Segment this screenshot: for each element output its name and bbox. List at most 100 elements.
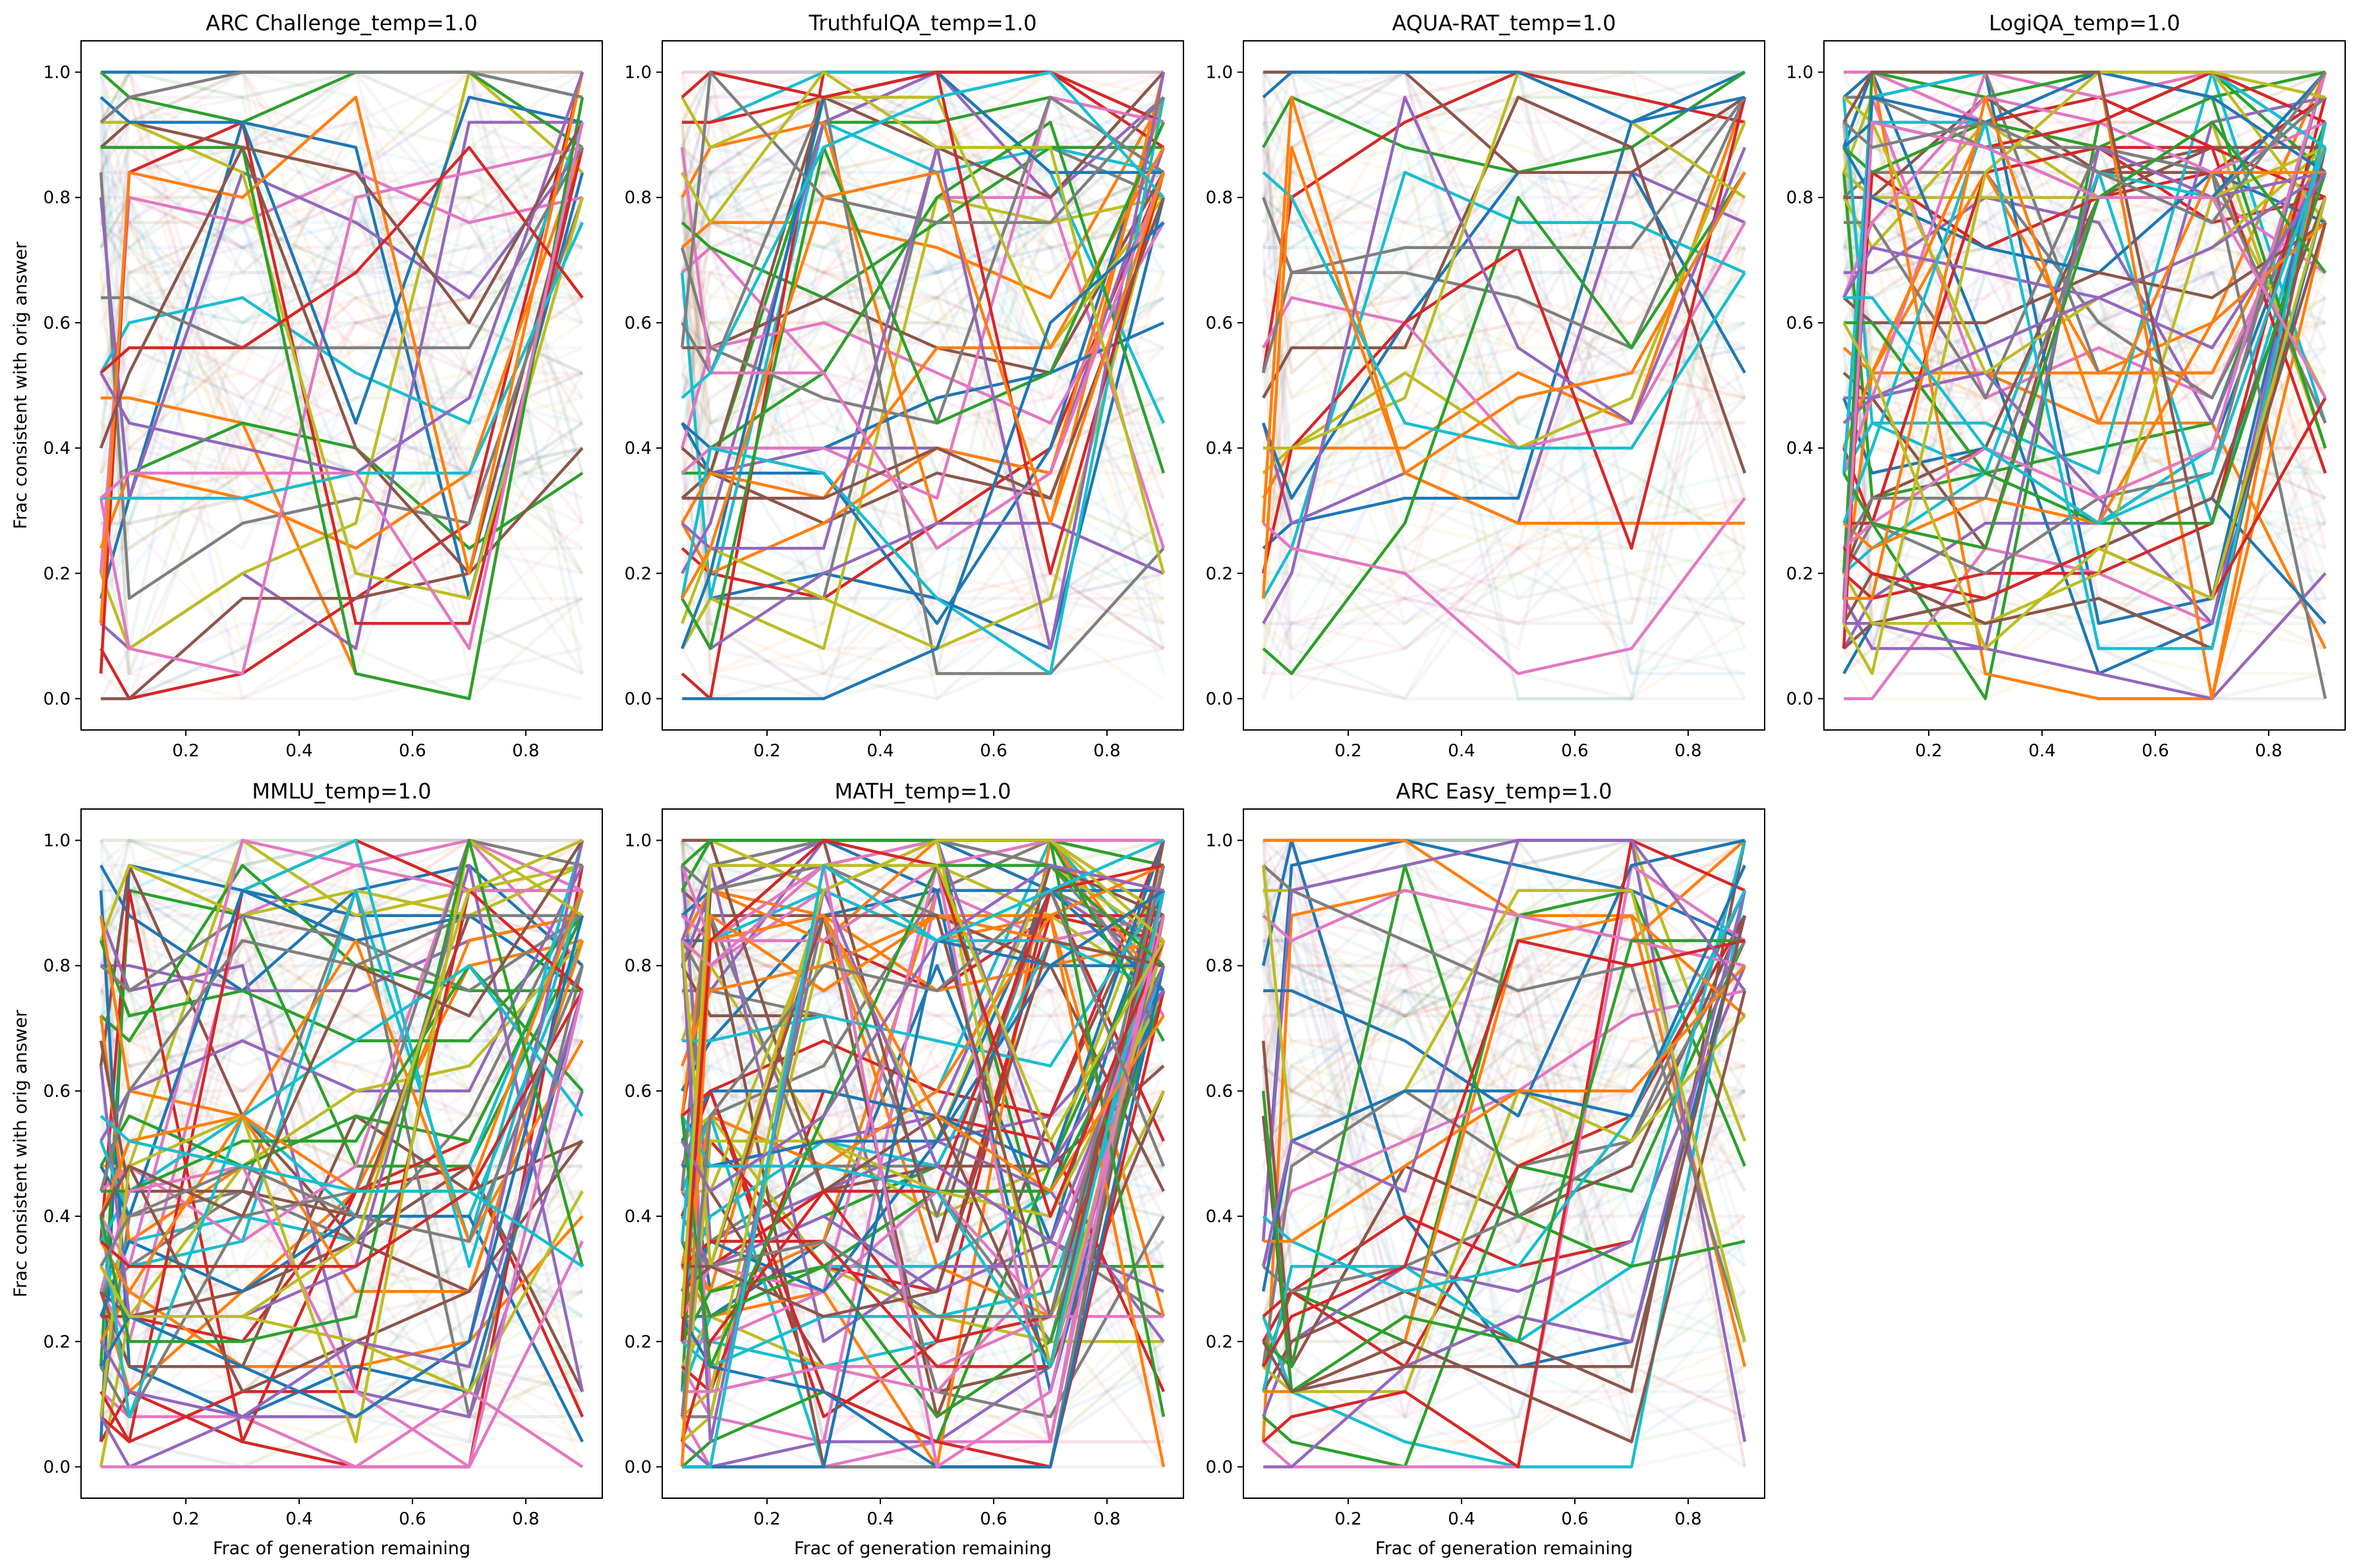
faint-series-line: [680, 271, 1166, 500]
faint-series-line: [99, 71, 583, 250]
x-tick-label: 0.4: [1448, 1509, 1475, 1529]
y-tick-label: 0.2: [625, 1332, 652, 1352]
y-axis-label: Frac consistent with orig answer: [11, 241, 31, 529]
series-line: [99, 889, 584, 1293]
series-line: [1844, 96, 2325, 600]
x-tick-label: 0.8: [1674, 1509, 1701, 1529]
series-line: [1842, 197, 2327, 650]
series-line: [1262, 889, 1746, 967]
y-tick-label: 0.0: [1786, 689, 1813, 709]
faint-series-line: [680, 471, 1165, 625]
y-tick-label: 0.2: [43, 1332, 71, 1352]
faint-series-line: [1261, 96, 1746, 200]
y-tick-label: 0.6: [1786, 314, 1813, 333]
faint-series-line: [1263, 171, 1747, 675]
x-tick-label: 0.8: [512, 741, 539, 761]
faint-series-line: [1261, 1139, 1746, 1293]
series-line: [1263, 70, 1746, 174]
series-line: [1262, 96, 1746, 625]
faint-series-line: [1261, 172, 1746, 500]
x-tick-label: 0.6: [2142, 741, 2169, 761]
faint-series-line: [99, 70, 584, 675]
series-line: [99, 839, 584, 1343]
y-tick-label: 0.4: [43, 439, 71, 459]
series-line: [682, 839, 1166, 1368]
faint-series-line: [1261, 840, 1746, 1469]
faint-series-line: [99, 171, 583, 650]
series-lines: [680, 839, 1166, 1469]
series-line: [1262, 171, 1746, 600]
faint-series-line: [680, 221, 1165, 300]
faint-series-line: [680, 197, 1164, 525]
series-line: [1842, 121, 2327, 650]
axes-frame: [662, 40, 1184, 731]
y-tick-label: 0.2: [1206, 564, 1233, 584]
series-line: [1263, 839, 1746, 1118]
y-tick-label: 0.0: [1206, 1457, 1233, 1477]
faint-series-line: [1261, 839, 1747, 1367]
x-tick-label: 0.8: [1674, 741, 1701, 761]
series-line: [1262, 1015, 1746, 1393]
faint-series-line: [1263, 396, 1746, 625]
series-line: [1842, 70, 2326, 675]
x-tick-label: 0.4: [867, 1509, 894, 1529]
series-line: [1261, 97, 1747, 574]
series-line: [101, 990, 584, 1469]
series-line: [99, 121, 584, 575]
x-tick-label: 0.8: [512, 1509, 539, 1529]
faint-series-line: [1261, 1014, 1746, 1417]
faint-series-line: [680, 171, 1165, 600]
faint-series-line: [1261, 171, 1747, 499]
y-tick-label: 0.6: [1206, 314, 1233, 333]
series-line: [101, 146, 584, 350]
series-lines: [99, 839, 584, 1469]
faint-series-line: [99, 196, 584, 524]
faint-series-line: [99, 96, 583, 675]
x-tick-label: 0.4: [867, 741, 894, 761]
faint-series-line: [99, 196, 584, 425]
faint-series-line: [1263, 196, 1746, 700]
series-line: [1842, 221, 2327, 550]
faint-series-line: [1263, 70, 1745, 525]
faint-series-line: [1261, 121, 1746, 675]
series-line: [99, 121, 584, 449]
y-tick-label: 0.4: [43, 1207, 71, 1227]
series-line: [681, 70, 1166, 575]
series-line: [1263, 839, 1746, 942]
faint-series-line: [1261, 321, 1745, 599]
faint-series-line: [680, 96, 1166, 650]
series-line: [681, 70, 1166, 574]
faint-series-line: [682, 889, 1166, 1443]
y-tick-label: 0.6: [625, 314, 652, 333]
faint-series-line: [680, 571, 1164, 700]
faint-series-line: [1261, 97, 1747, 700]
series-line: [681, 72, 1166, 650]
x-tick-label: 0.6: [1561, 741, 1588, 761]
series-line: [681, 146, 1164, 300]
series-line: [681, 171, 1166, 600]
series-line: [99, 1115, 584, 1268]
series-line: [99, 72, 584, 624]
x-axis-label: Frac of generation remaining: [213, 1538, 470, 1559]
series-line: [99, 990, 584, 1418]
subplot-1: 0.2 0.4 0.6 0.8 0.0 0.2 0.4 0.6 0.8 1.0 ARC Challe…: [11, 11, 603, 761]
faint-series-line: [99, 196, 584, 400]
faint-series-line: [99, 70, 584, 674]
series-line: [680, 147, 1166, 550]
faint-series-line: [1261, 839, 1745, 916]
series-line: [682, 939, 1166, 1393]
faint-series-line: [1263, 70, 1746, 250]
series-line: [99, 839, 584, 1343]
faint-series-line: [1263, 321, 1746, 525]
series-line: [1262, 70, 1746, 124]
faint-series-line: [680, 197, 1164, 675]
y-tick-label: 0.2: [1206, 1332, 1233, 1352]
faint-series-line: [1261, 71, 1745, 425]
x-tick-label: 0.8: [1093, 741, 1120, 761]
y-tick-label: 0.0: [625, 1457, 652, 1477]
series-line: [1262, 497, 1746, 675]
series-line: [1262, 839, 1746, 1469]
axes-frame: [1243, 40, 1765, 731]
series-line: [1842, 96, 2327, 549]
